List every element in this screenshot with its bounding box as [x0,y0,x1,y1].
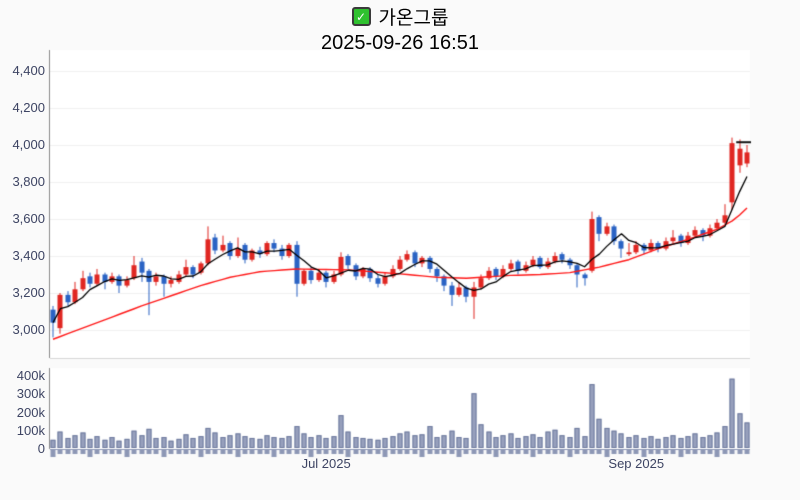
checkmark-icon: ✓ [356,9,367,24]
series-legend[interactable]: ✓ 가온그룹 [351,3,449,30]
series-checkbox-icon[interactable]: ✓ [351,7,371,26]
series-name: 가온그룹 [378,8,449,29]
chart-header: ✓ 가온그룹 2025-09-26 16:51 [0,3,800,55]
chart-timestamp: 2025-09-26 16:51 [321,32,479,54]
